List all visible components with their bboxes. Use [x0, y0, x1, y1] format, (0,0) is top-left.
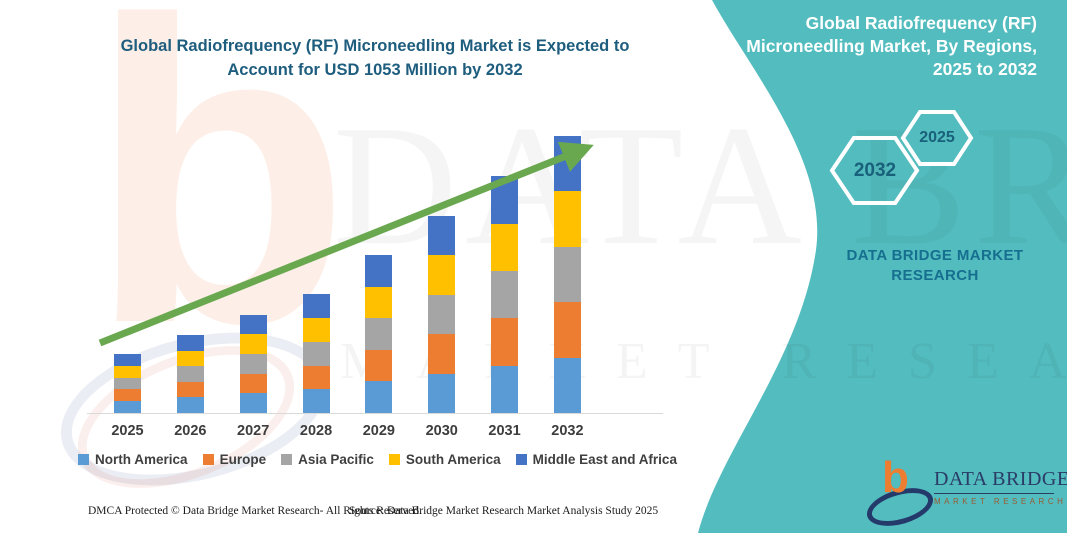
hexagon-2032-label: 2032	[853, 160, 897, 181]
bar-segment-2027-north-america	[239, 393, 267, 413]
x-axis-label-2027: 2027	[237, 423, 270, 439]
brand-text-line2: RESEARCH	[891, 267, 979, 284]
bar-segment-2028-middle-east-and-africa	[302, 294, 330, 319]
bar-segment-2031-north-america	[491, 365, 519, 413]
bar-segment-2028-north-america	[302, 389, 330, 413]
chart-title-line1: Global Radiofrequency (RF) Microneedling…	[120, 37, 630, 55]
logo-text-block: DATA BRIDGE MARKET RESEARCH	[934, 468, 1067, 506]
legend-label-north-america: North America	[95, 452, 188, 467]
bar-segment-2027-asia-pacific	[239, 353, 267, 374]
bar-segment-2025-north-america	[114, 401, 141, 413]
hexagon-2032-shape	[829, 136, 920, 205]
trend-arrow	[98, 141, 594, 347]
bar-segment-2032-south-america	[553, 191, 581, 247]
bar-2029: 2029	[363, 136, 395, 439]
legend-label-europe: Europe	[219, 452, 267, 467]
watermark-text-marketresearch: MARKET RESEARCH	[340, 333, 1067, 390]
bar-2028: 2028	[300, 136, 332, 439]
hexagon-2025-label: 2025	[919, 129, 955, 146]
legend-item-north-america: North America	[78, 452, 188, 467]
bar-segment-2026-middle-east-and-africa	[176, 334, 204, 351]
bar-segment-2025-europe	[114, 389, 141, 402]
bar-segment-2030-asia-pacific	[428, 294, 456, 335]
bar-segment-2032-europe	[553, 302, 581, 358]
bar-segment-2027-europe	[239, 373, 267, 394]
footer-dmca-text: DMCA Protected © Data Bridge Market Rese…	[88, 505, 422, 517]
bar-segment-2030-north-america	[428, 373, 456, 413]
legend-marker-north-america	[78, 454, 90, 465]
legend-marker-europe	[202, 454, 214, 465]
x-axis-label-2028: 2028	[299, 423, 333, 439]
bar-segment-2028-asia-pacific	[302, 341, 330, 366]
bar-2025: 2025	[111, 136, 144, 439]
x-axis-label-2032: 2032	[551, 423, 584, 439]
bar-2030: 2030	[426, 136, 458, 439]
brand-text: DATA BRIDGE MARKET RESEARCH	[828, 246, 1042, 286]
bar-2027: 2027	[237, 136, 269, 439]
legend-marker-middle-east-and-africa	[515, 454, 527, 465]
bar-segment-2025-middle-east-and-africa	[114, 354, 141, 366]
side-panel-heading-line2: Microneedling Market, By Regions,	[746, 36, 1037, 56]
logo-b-icon: b	[882, 453, 909, 502]
bar-segment-2031-south-america	[491, 223, 519, 271]
bar-segment-2032-asia-pacific	[553, 246, 581, 302]
legend-label-middle-east-and-africa: Middle East and Africa	[532, 452, 677, 467]
bar-segment-2029-europe	[365, 349, 393, 382]
bar-segment-2028-south-america	[302, 318, 330, 342]
side-panel-heading: Global Radiofrequency (RF) Microneedling…	[707, 12, 1037, 81]
bar-segment-2025-asia-pacific	[114, 377, 141, 390]
brand-text-line1: DATA BRIDGE MARKET	[846, 247, 1024, 264]
legend-item-middle-east-and-africa: Middle East and Africa	[515, 452, 677, 467]
legend-marker-asia-pacific	[281, 454, 293, 465]
bar-segment-2029-south-america	[365, 286, 393, 319]
side-panel-heading-line3: 2025 to 2032	[932, 59, 1037, 79]
x-axis-label-2030: 2030	[425, 423, 458, 439]
legend: North America Europe Asia Pacific South Ame…	[78, 452, 677, 467]
x-axis-label-2031: 2031	[488, 423, 521, 439]
bar-segment-2026-asia-pacific	[176, 366, 204, 382]
x-axis-label-2029: 2029	[362, 423, 396, 439]
bars: 2025 2026 2027 2028 2029 2030 2031 2032	[111, 136, 584, 439]
chart-title: Global Radiofrequency (RF) Microneedling…	[70, 34, 680, 82]
bar-2031: 2031	[488, 136, 521, 439]
databridge-logo: b DATA BRIDGE MARKET RESEARCH	[862, 454, 1067, 533]
bar-segment-2029-asia-pacific	[365, 318, 393, 350]
legend-marker-south-america	[388, 454, 400, 465]
legend-label-south-america: South America	[405, 452, 501, 467]
bar-segment-2026-north-america	[176, 397, 204, 413]
hexagon-2025-shape	[900, 110, 974, 166]
legend-item-south-america: South America	[388, 452, 501, 467]
legend-item-europe: Europe	[202, 452, 267, 467]
bar-segment-2028-europe	[302, 365, 330, 390]
logo-name: DATA BRIDGE	[934, 468, 1067, 494]
x-axis-label-2026: 2026	[174, 423, 207, 439]
bar-segment-2032-north-america	[553, 357, 581, 413]
hexagon-graphics	[829, 110, 974, 205]
x-axis-line	[87, 413, 663, 414]
chart-title-line2: Account for USD 1053 Million by 2032	[227, 61, 523, 79]
bar-2026: 2026	[174, 136, 206, 439]
x-axis-label-2025: 2025	[111, 423, 144, 439]
bar-segment-2031-asia-pacific	[491, 270, 519, 319]
bar-segment-2031-europe	[491, 318, 519, 366]
bar-segment-2026-europe	[176, 381, 204, 398]
bar-segment-2025-south-america	[114, 365, 141, 378]
bar-segment-2027-south-america	[239, 334, 267, 354]
footer-source-text: Source: Data Bridge Market Research Mark…	[349, 505, 659, 517]
bar-segment-2026-south-america	[176, 350, 204, 367]
bar-segment-2029-north-america	[365, 381, 393, 413]
bar-segment-2030-europe	[428, 334, 456, 374]
bar-segment-2030-middle-east-and-africa	[428, 216, 456, 256]
logo-subtext: MARKET RESEARCH	[934, 497, 1067, 506]
side-panel-heading-line1: Global Radiofrequency (RF)	[805, 13, 1037, 33]
legend-label-asia-pacific: Asia Pacific	[298, 452, 374, 467]
legend-item-asia-pacific: Asia Pacific	[281, 452, 374, 467]
bar-segment-2029-middle-east-and-africa	[365, 254, 393, 287]
bar-segment-2027-middle-east-and-africa	[239, 314, 267, 335]
bar-segment-2030-south-america	[428, 255, 456, 295]
